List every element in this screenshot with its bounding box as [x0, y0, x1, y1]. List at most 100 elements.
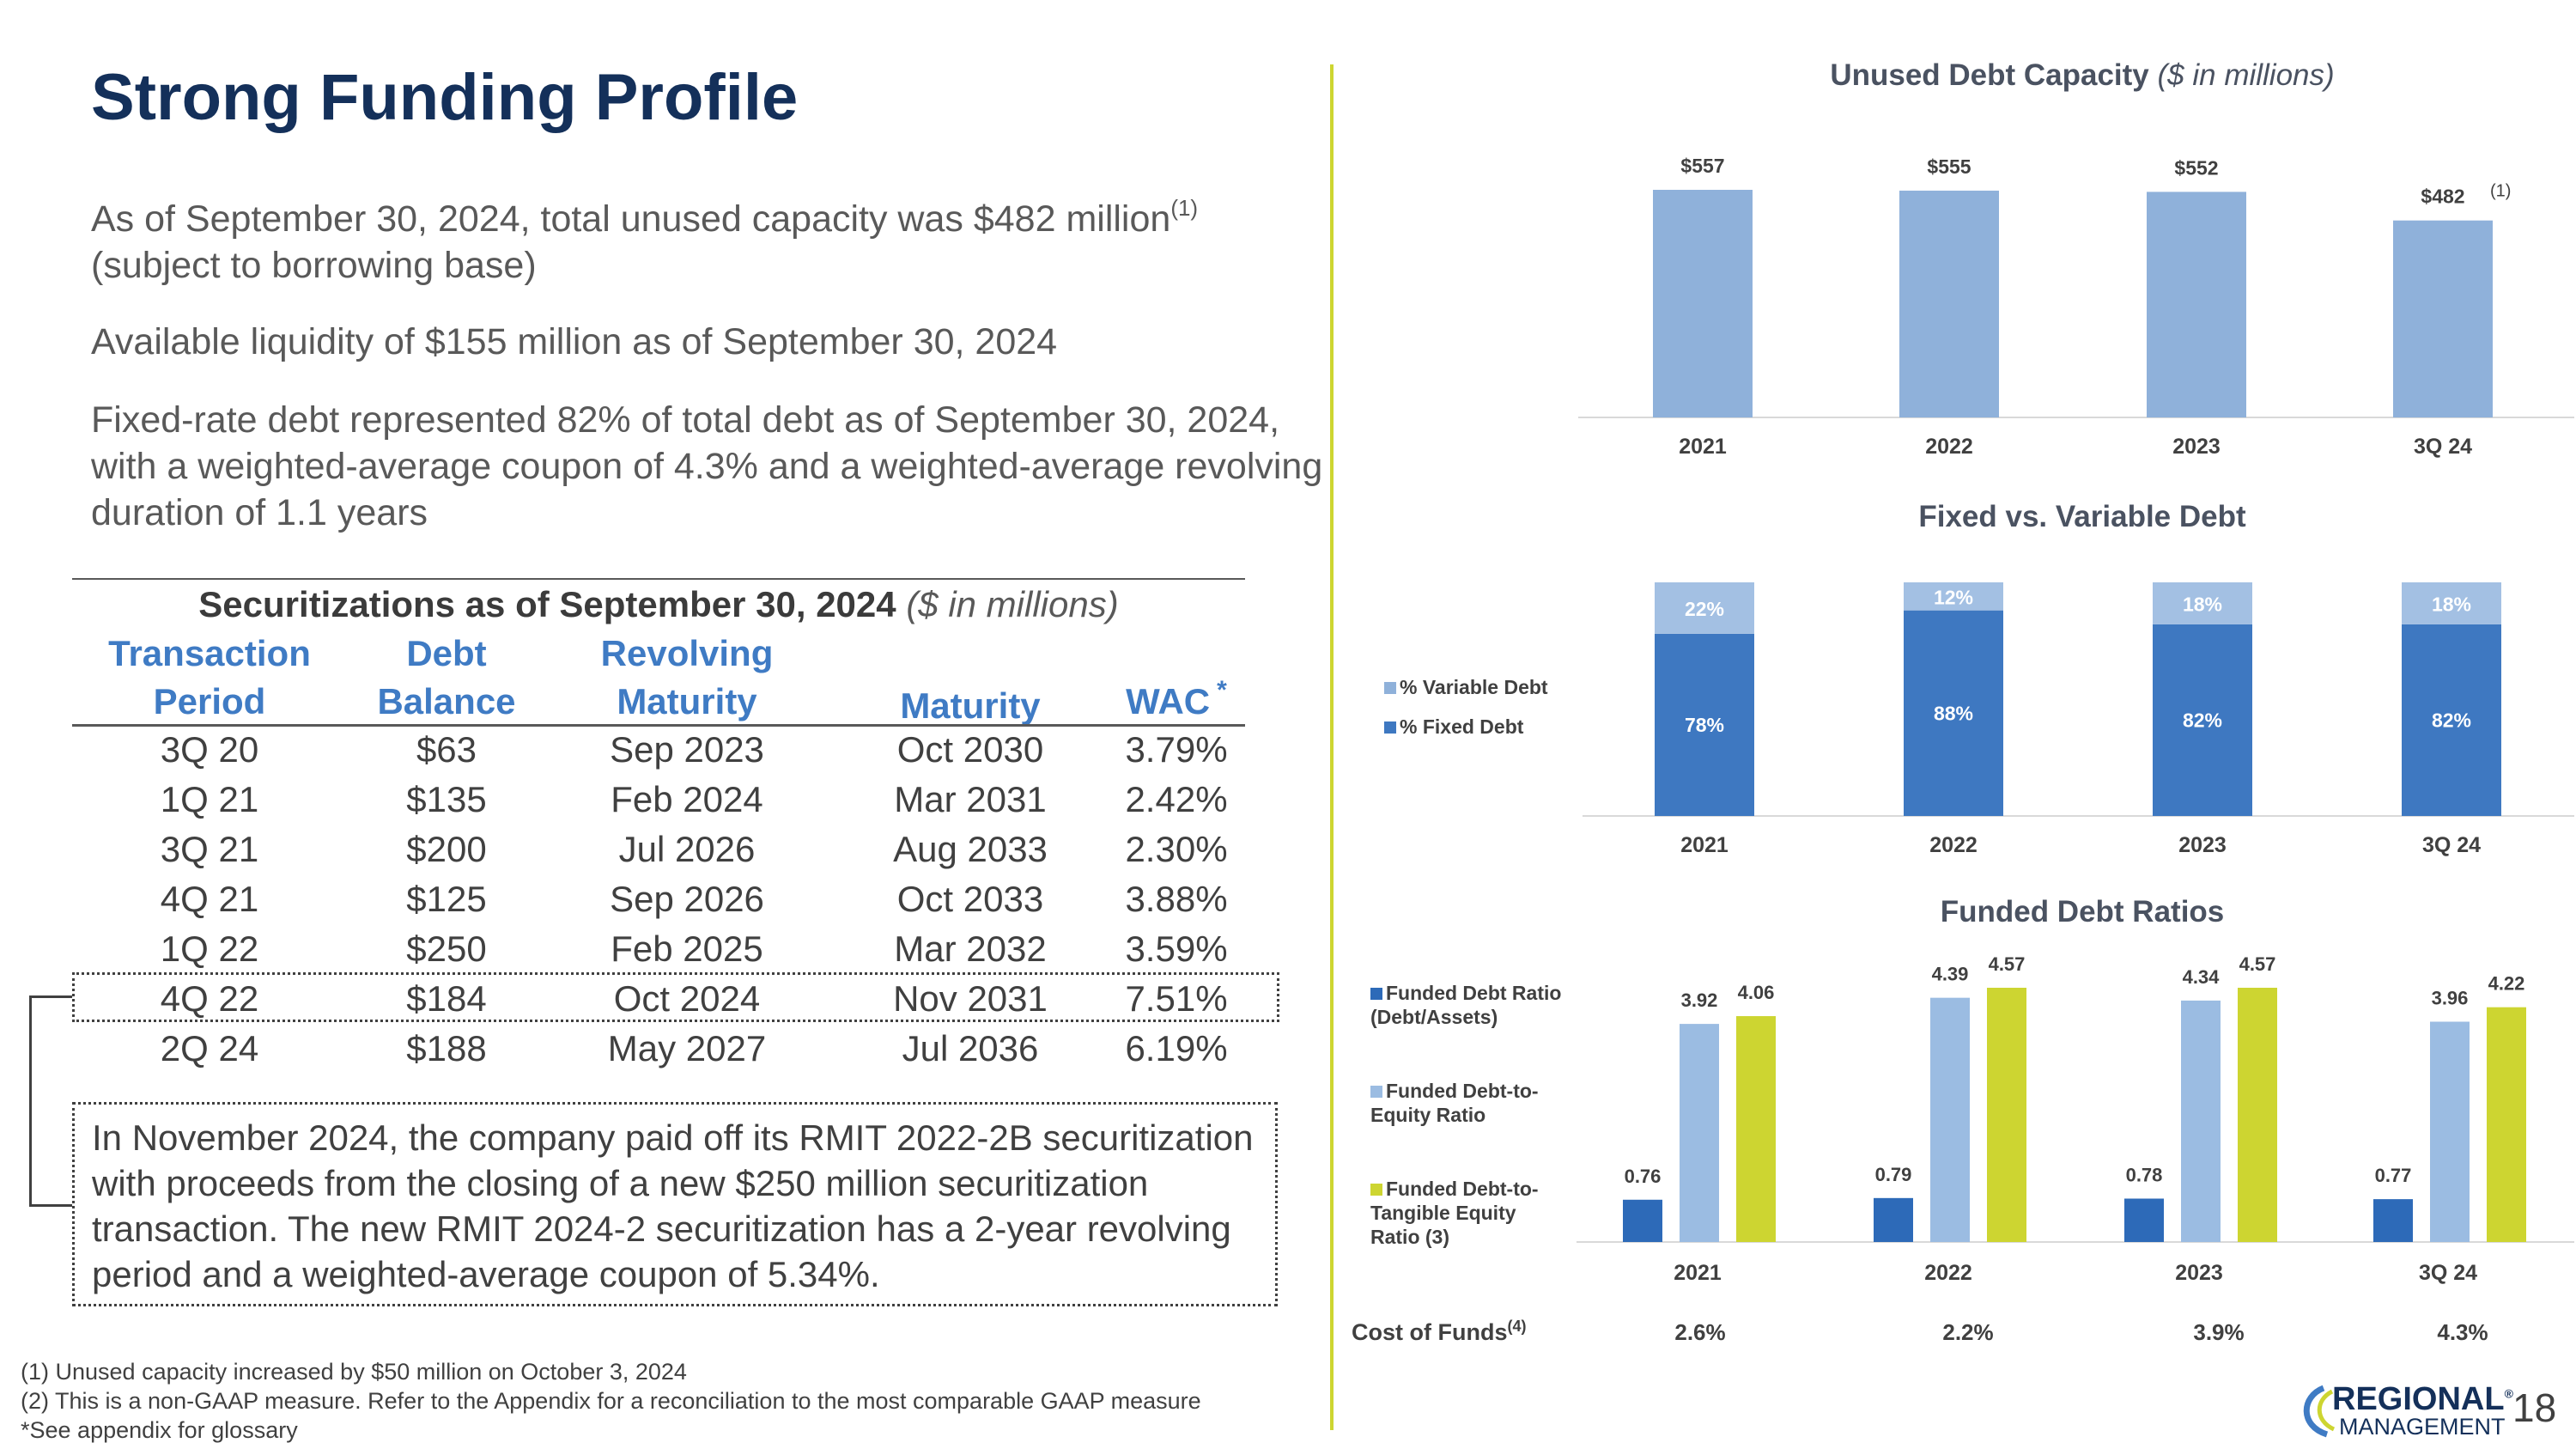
x-tick-label: 3Q 24	[2419, 1261, 2477, 1285]
legend-item-debt-tangible: Funded Debt-to- Tangible Equity Ratio (3…	[1370, 1177, 1561, 1249]
table-cell-maturity: Aug 2033	[893, 829, 1048, 869]
legend-label: Ratio (3)	[1370, 1226, 1449, 1248]
bullet-text-continued: (subject to borrowing base)	[91, 245, 537, 286]
table-cell-maturity: Jul 2036	[902, 1028, 1039, 1068]
cost-of-funds-2023: 3.9%	[2193, 1319, 2245, 1345]
table-cell-revolving-maturity: Oct 2024	[613, 978, 761, 1019]
bullet-unused-capacity: As of September 30, 2024, total unused c…	[91, 196, 1310, 289]
bar-ratio-series1-2022	[1930, 997, 1970, 1242]
legend-label: Funded Debt-to-	[1386, 1080, 1539, 1102]
bar-variable-3Q 24	[2402, 582, 2501, 624]
table-cell-maturity: Mar 2032	[894, 928, 1047, 969]
data-label-ratio: 4.34	[2183, 966, 2221, 988]
legend-swatch	[1384, 721, 1396, 734]
x-tick-label: 2021	[1674, 1261, 1722, 1285]
footnote-ref: (1)	[1170, 195, 1199, 221]
table-cell-period: 1Q 22	[160, 928, 259, 969]
table-cell-maturity: Oct 2033	[896, 879, 1044, 919]
table-cell-wac: 3.59%	[1125, 928, 1228, 969]
table-top-rule	[72, 578, 1245, 580]
bar-fixed-2022	[1904, 610, 2003, 816]
header-transaction-period: Transaction Period	[81, 630, 338, 726]
bar-fixed-2023	[2153, 624, 2252, 816]
cost-of-funds-2021: 2.6%	[1674, 1319, 1726, 1345]
data-label-ratio: 4.06	[1738, 982, 1775, 1003]
data-label-unused: $557	[1680, 155, 1724, 177]
data-label-note: (1)	[2490, 182, 2511, 201]
cost-of-funds-sup: (4)	[1507, 1318, 1527, 1335]
table-cell-balance: $184	[406, 978, 487, 1019]
legend-label: Funded Debt-to-	[1386, 1178, 1539, 1200]
refinancing-note: In November 2024, the company paid off i…	[72, 1102, 1278, 1306]
table-cell-revolving-maturity: Sep 2026	[610, 879, 764, 919]
header-line: Balance	[377, 681, 516, 721]
data-label-fixed: 82%	[2183, 709, 2222, 731]
data-label-ratio: 4.22	[2488, 973, 2525, 995]
chart-title-funded-debt: Funded Debt Ratios	[1940, 895, 2225, 928]
header-debt-balance: Debt Balance	[335, 630, 558, 726]
page-number: 18	[2512, 1385, 2557, 1430]
bar-unused-3Q 24	[2393, 220, 2493, 417]
bar-ratio-series2-2023	[2238, 988, 2277, 1242]
footnote-1: (1) Unused capacity increased by $50 mil…	[21, 1359, 687, 1385]
table-cell-wac: 7.51%	[1125, 978, 1228, 1019]
legend-swatch	[1370, 988, 1382, 1000]
header-maturity: Maturity	[900, 685, 1041, 726]
table-cell-period: 1Q 21	[160, 779, 259, 819]
data-label-ratio: 4.57	[1989, 953, 2026, 975]
bar-unused-2022	[1899, 190, 1999, 417]
header-revolving-maturity: Revolving Maturity	[567, 630, 807, 726]
bar-ratio-series1-2023	[2181, 1000, 2221, 1242]
x-tick-label: 2022	[1929, 833, 1978, 857]
bar-ratio-series1-3Q 24	[2430, 1021, 2470, 1242]
data-label-variable: 12%	[1934, 586, 1973, 608]
cost-of-funds-2022: 2.2%	[1942, 1319, 1994, 1345]
footnote-2: (2) This is a non-GAAP measure. Refer to…	[21, 1388, 1201, 1414]
footnote-glossary: *See appendix for glossary	[21, 1417, 298, 1443]
table-title: Securitizations as of September 30, 2024…	[72, 584, 1245, 625]
chart-title-unit: ($ in millions)	[2157, 58, 2335, 92]
table-cell-balance: $188	[406, 1028, 487, 1068]
bar-unused-2023	[2147, 192, 2246, 417]
data-label-ratio: 0.77	[2375, 1165, 2412, 1186]
table-cell-wac: 3.79%	[1125, 729, 1228, 770]
data-label-ratio: 3.92	[1681, 989, 1718, 1011]
table-cell-maturity: Mar 2031	[894, 779, 1047, 819]
bar-ratio-series0-2023	[2124, 1198, 2164, 1242]
table-header-rule	[72, 724, 1245, 727]
x-tick-label: 3Q 24	[2422, 833, 2481, 857]
data-label-unused: $552	[2174, 156, 2218, 179]
data-label-ratio: 0.79	[1875, 1164, 1912, 1185]
logo-swoosh-icon	[2303, 1385, 2336, 1438]
bar-ratio-series2-2021	[1736, 1016, 1776, 1242]
legend-label: Tangible Equity	[1370, 1202, 1516, 1224]
bar-fixed-3Q 24	[2402, 624, 2501, 816]
table-title-unit: ($ in millions)	[906, 584, 1119, 624]
x-tick-label: 2021	[1680, 833, 1728, 857]
bar-ratio-series0-3Q 24	[2373, 1199, 2413, 1242]
unused-capacity-chart: $557 2021 $555 2022 $552 2023 $482 (1) 3Q 24	[1578, 155, 2574, 459]
company-logo: REGIONAL® MANAGEMENT	[2298, 1381, 2513, 1441]
data-label-variable: 18%	[2432, 593, 2471, 615]
legend-swatch	[1384, 682, 1396, 694]
highlight-row-box	[72, 972, 1279, 1022]
data-label-ratio: 4.39	[1932, 964, 1969, 985]
data-label-ratio: 0.76	[1625, 1166, 1662, 1187]
table-cell-maturity: Oct 2030	[896, 729, 1044, 770]
table-cell-period: 4Q 21	[160, 879, 259, 919]
logo-text-regional: REGIONAL®	[2332, 1381, 2513, 1418]
table-cell-balance: $250	[406, 928, 487, 969]
x-tick-label: 2021	[1679, 435, 1727, 459]
table-cell-balance: $63	[416, 729, 477, 770]
legend-item-debt-assets: Funded Debt Ratio (Debt/Assets)	[1370, 981, 1561, 1029]
fixed-variable-chart: 78% 22% 2021 88% 12% 2022 82% 18% 2023 82% 18% 3Q 2…	[1583, 582, 2574, 857]
header-line: Debt	[406, 633, 487, 673]
legend-label: Equity Ratio	[1370, 1104, 1486, 1126]
chart-title-fixed-variable: Fixed vs. Variable Debt	[1918, 500, 2246, 533]
table-cell-wac: 2.42%	[1125, 779, 1228, 819]
table-cell-period: 3Q 21	[160, 829, 259, 869]
header-line: Revolving	[600, 633, 774, 673]
data-label-unused: $482	[2421, 186, 2464, 208]
x-tick-label: 2023	[2178, 833, 2227, 857]
